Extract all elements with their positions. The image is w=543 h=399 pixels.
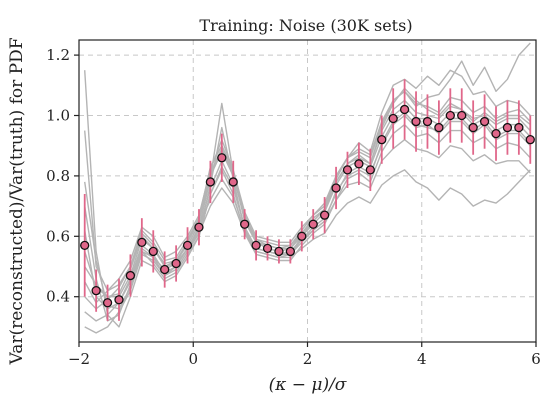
data-point [102,298,113,308]
x-tick-label: 2 [303,350,313,368]
realization-line [84,102,531,322]
realization-line [84,90,531,304]
data-point [434,122,444,133]
data-point [240,219,250,229]
data-point [171,258,181,269]
data-point [274,246,284,257]
data-point [331,183,341,193]
realization-line [84,139,531,310]
chart-title: Training: Noise (30K sets) [199,16,412,35]
data-point [182,240,193,251]
data-point [411,116,421,127]
realization-lines [84,42,531,334]
realization-line [84,169,531,322]
x-tick-label: −2 [68,350,90,368]
axis-ticks: −2 0 2 4 6 0.4 0.6 0.8 1.0 1.2 [46,46,541,368]
data-point [297,231,307,241]
data-point [160,264,170,275]
data-point [148,246,158,257]
data-point [491,128,501,139]
data-point [525,135,535,145]
data-point [468,122,478,133]
x-tick-label: 6 [531,350,541,368]
data-point [365,165,375,175]
data-point [388,113,398,124]
data-point [217,153,227,163]
data-point [285,246,296,257]
data-point [342,165,353,175]
data-point [228,177,238,187]
realization-line [84,69,531,310]
data-point [251,240,261,251]
x-tick-label: 0 [188,350,198,368]
realization-line [84,87,531,292]
y-tick-label: 0.6 [46,227,70,245]
x-axis-label: (κ − μ)/σ [269,375,347,395]
data-points [80,104,535,308]
data-point [514,122,524,133]
data-point [479,116,490,127]
data-point [125,270,136,281]
y-tick-label: 1.2 [46,46,70,64]
y-tick-label: 1.0 [46,107,70,125]
realization-line [84,42,531,298]
data-point [457,110,467,121]
data-point [354,159,364,169]
data-point [91,286,101,296]
y-tick-label: 0.4 [46,288,70,306]
data-point [319,210,330,220]
y-axis-label: Var(reconstructed)/Var(truth) for PDF [7,37,27,365]
data-point [422,116,433,127]
data-point [114,295,124,305]
data-point [80,240,90,251]
x-tick-label: 4 [417,350,427,368]
data-point [262,243,273,254]
data-point [445,110,455,121]
data-point [205,177,216,187]
data-point [194,222,204,232]
data-point [308,219,318,229]
data-point [502,122,513,133]
y-tick-label: 0.8 [46,167,70,185]
data-point [399,104,410,115]
realization-line [84,111,531,334]
data-point [377,135,387,145]
realization-line [84,70,531,328]
data-point [137,237,147,247]
